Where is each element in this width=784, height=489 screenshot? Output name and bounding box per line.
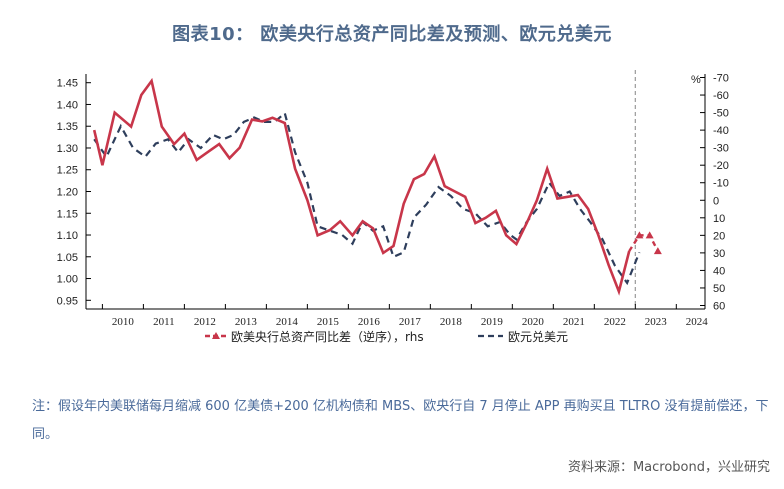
chart-source: 资料来源：Macrobond，兴业研究: [567, 460, 770, 475]
chart-note: 注：假设年内美联储每月缩减 600 亿美债+200 亿机构债和 MBS、欧央行自…: [32, 399, 769, 442]
right-tick-label: -60: [713, 90, 729, 102]
x-tick-label: 2016: [358, 316, 381, 328]
left-tick-label: 0.95: [57, 295, 78, 307]
axis-layer: 1.45 1.40 1.35 1.30 1.25 1.20 1.15 1.10 1.05 1.00…: [57, 73, 729, 328]
x-tick-label: 2013: [235, 316, 258, 328]
left-tick-label: 1.40: [57, 99, 78, 111]
legend-label-balance-gap: 欧美央行总资产同比差（逆序），rhs: [231, 329, 424, 344]
right-tick-label: 60: [713, 300, 725, 312]
left-tick-label: 1.20: [57, 187, 78, 199]
x-tick-label: 2024: [686, 316, 709, 328]
series-layer: [92, 77, 662, 296]
right-tick-label: -10: [713, 178, 729, 190]
x-tick-label: 2014: [276, 316, 299, 328]
legend-marker-balance-gap: [212, 332, 220, 339]
right-tick-label: -30: [713, 143, 729, 155]
right-tick-label: -20: [713, 160, 729, 172]
x-tick-label: 2018: [440, 316, 463, 328]
left-tick-label: 1.35: [57, 121, 78, 133]
right-tick-label: -70: [713, 73, 729, 85]
left-tick-label: 1.25: [57, 165, 78, 177]
forecast-marker: [645, 231, 654, 239]
left-tick-label: 1.10: [57, 230, 78, 242]
chart-title: 图表10： 欧美央行总资产同比差及预测、欧元兑美元: [172, 24, 612, 45]
x-tick-label: 2020: [522, 316, 545, 328]
legend: 欧美央行总资产同比差（逆序），rhs 欧元兑美元: [205, 329, 568, 344]
left-tick-label: 1.05: [57, 252, 78, 264]
forecast-marker: [635, 231, 644, 239]
left-tick-label: 1.15: [57, 208, 78, 220]
right-tick-label: 0: [713, 195, 719, 207]
x-tick-label: 2011: [153, 316, 175, 328]
right-tick-label: -40: [713, 125, 729, 137]
x-tick-label: 2021: [563, 316, 585, 328]
right-tick-label: 30: [713, 248, 725, 260]
right-tick-label: -50: [713, 108, 729, 120]
left-tick-label: 1.30: [57, 143, 78, 155]
series-eurusd-line: [93, 111, 641, 286]
x-tick-label: 2017: [399, 316, 422, 328]
left-tick-label: 1.45: [57, 78, 78, 90]
right-tick-label: 50: [713, 283, 725, 295]
x-tick-label: 2022: [604, 316, 626, 328]
series-balance-gap-line: [92, 77, 631, 296]
forecast-marker: [653, 247, 662, 255]
x-tick-label: 2012: [194, 316, 216, 328]
x-tick-label: 2015: [317, 316, 340, 328]
right-axis-unit: %: [691, 74, 701, 86]
right-tick-label: 10: [713, 213, 725, 225]
series-forecast-line: [628, 234, 659, 252]
x-tick-label: 2010: [112, 316, 135, 328]
right-tick-label: 40: [713, 265, 725, 277]
right-tick-label: 20: [713, 230, 725, 242]
x-tick-label: 2019: [481, 316, 504, 328]
legend-label-eurusd: 欧元兑美元: [508, 330, 568, 344]
x-tick-label: 2023: [645, 316, 668, 328]
left-tick-label: 1.00: [57, 274, 78, 286]
